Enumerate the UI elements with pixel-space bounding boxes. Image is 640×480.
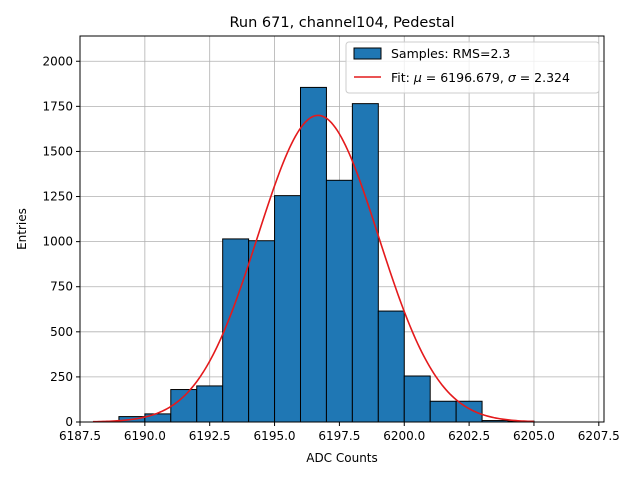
histogram-bar — [144, 413, 172, 423]
legend-fit-mu-value: = 6196.679, — [422, 70, 508, 85]
histogram-bar — [377, 310, 405, 423]
y-tick-label: 1750 — [42, 99, 73, 113]
x-tick-label: 6197.5 — [318, 429, 360, 443]
y-tick-label: 1000 — [42, 235, 73, 249]
x-axis-label: ADC Counts — [306, 451, 378, 465]
x-tick-label: 6202.5 — [448, 429, 490, 443]
histogram-bar — [170, 389, 198, 423]
y-tick-label: 500 — [50, 325, 73, 339]
legend-fit-prefix: Fit: — [391, 70, 414, 85]
histogram-bar — [299, 86, 327, 423]
legend-label-samples: Samples: RMS=2.3 — [391, 46, 510, 61]
x-tick-label: 6187.5 — [59, 429, 101, 443]
x-tick-label: 6192.5 — [189, 429, 231, 443]
legend: Samples: RMS=2.3 Fit: μ = 6196.679, σ = … — [345, 41, 600, 94]
y-tick-label: 750 — [50, 280, 73, 294]
x-tick-label: 6200.0 — [383, 429, 425, 443]
histogram-bar — [222, 238, 250, 423]
x-tick-label: 6207.5 — [578, 429, 620, 443]
histogram-bar — [429, 400, 457, 423]
legend-fit-sigma-value: = 2.324 — [516, 70, 570, 85]
y-axis-ticks: 0 250 500 750 1000 1250 1500 1750 2000 — [42, 54, 80, 429]
y-tick-label: 0 — [65, 415, 73, 429]
x-tick-label: 6205.0 — [513, 429, 555, 443]
histogram-bar — [455, 400, 483, 423]
plot-frame — [79, 35, 605, 423]
gaussian-fit-line — [92, 114, 534, 423]
chart-title: Run 671, channel104, Pedestal — [229, 15, 454, 31]
y-tick-label: 1250 — [42, 190, 73, 204]
y-tick-label: 250 — [50, 370, 73, 384]
x-axis-ticks: 6187.5 6190.0 6192.5 6195.0 6197.5 6200.0 6202… — [59, 422, 620, 443]
y-tick-label: 1500 — [42, 144, 73, 158]
x-tick-label: 6190.0 — [124, 429, 166, 443]
legend-label-fit: Fit: μ = 6196.679, σ = 2.324 — [391, 70, 570, 85]
x-tick-label: 6195.0 — [254, 429, 296, 443]
legend-fit-mu-symbol: μ — [413, 70, 422, 85]
legend-swatch-samples — [353, 47, 382, 60]
histogram-bar — [196, 385, 224, 423]
legend-fit-sigma-symbol: σ — [508, 70, 517, 85]
histogram-bar — [248, 240, 276, 423]
histogram-bar — [274, 195, 301, 423]
legend-box — [345, 41, 600, 94]
histogram-bar — [325, 179, 353, 423]
y-axis-label: Entries — [15, 208, 29, 250]
histogram-bar — [403, 375, 431, 423]
histogram-bars — [118, 86, 535, 423]
y-tick-label: 2000 — [42, 54, 73, 68]
histogram-bar — [351, 103, 379, 423]
